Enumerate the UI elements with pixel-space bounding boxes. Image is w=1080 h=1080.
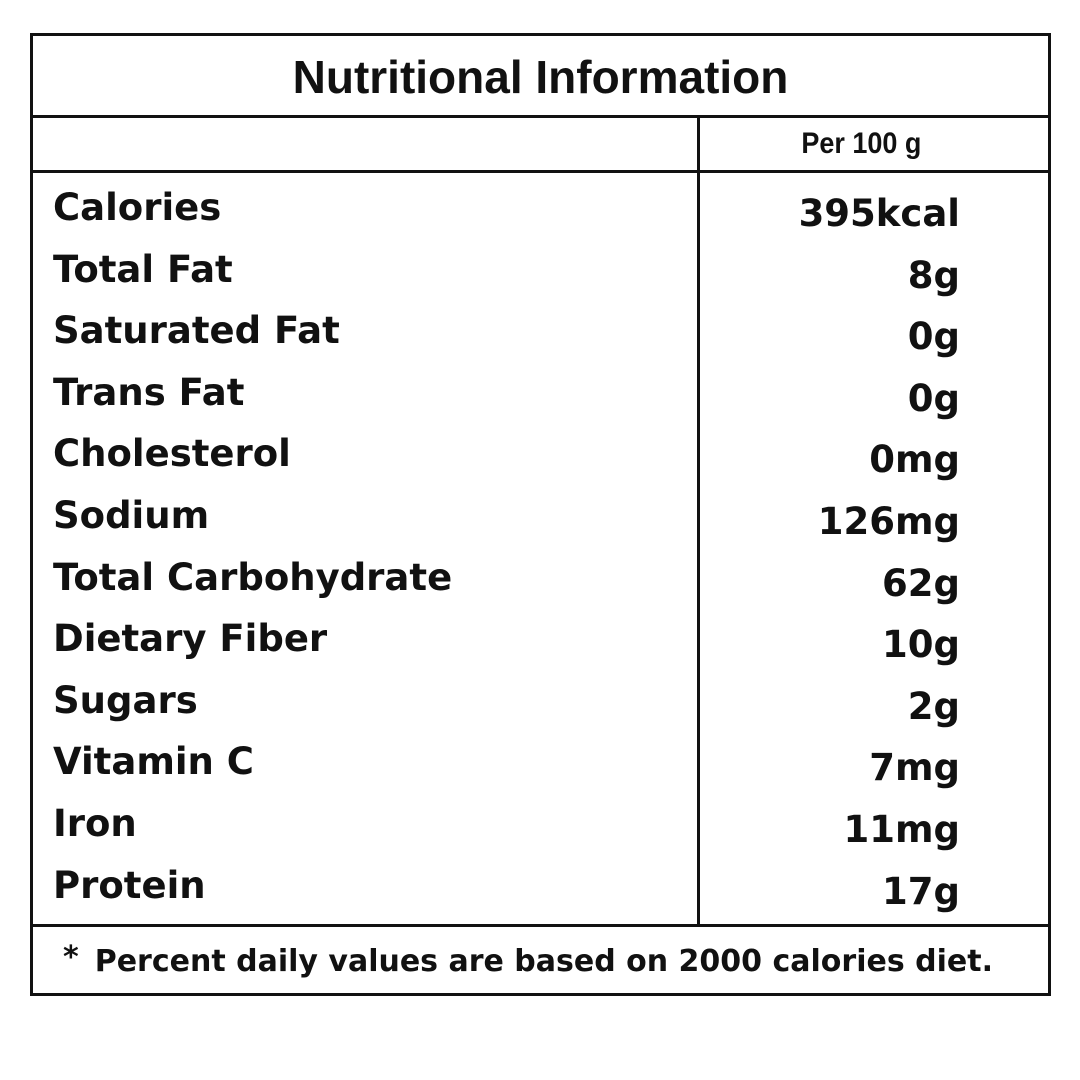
nutrient-row-calories: Calories 395kcal — [33, 185, 1048, 247]
nutrient-amount: 126mg — [817, 499, 960, 543]
nutrient-name: Cholesterol — [53, 432, 291, 476]
nutrition-label: Nutritional Information Per 100 g Calori… — [30, 33, 1051, 996]
nutrient-rows: Calories 395kcal Total Fat 8g Saturated … — [33, 173, 1048, 927]
nutrient-name: Sugars — [53, 678, 198, 722]
nutrient-row-sodium: Sodium 126mg — [33, 493, 1048, 555]
nutrient-row-total-carbohydrate: Total Carbohydrate 62g — [33, 555, 1048, 617]
nutrient-amount: 0mg — [869, 438, 960, 482]
nutrient-name: Total Carbohydrate — [53, 555, 453, 599]
nutrient-name: Trans Fat — [53, 370, 245, 414]
label-title: Nutritional Information — [292, 50, 789, 103]
nutrient-row-saturated-fat: Saturated Fat 0g — [33, 308, 1048, 370]
footnote-asterisk: * — [63, 940, 79, 975]
nutrient-amount: 2g — [907, 684, 960, 728]
nutrient-amount: 62g — [882, 561, 960, 605]
nutrient-row-trans-fat: Trans Fat 0g — [33, 370, 1048, 432]
footnote-text: Percent daily values are based on 2000 c… — [94, 944, 993, 979]
nutrient-amount: 10g — [882, 623, 960, 667]
nutrient-name: Total Fat — [53, 247, 233, 291]
nutrient-row-vitamin-c: Vitamin C 7mg — [33, 739, 1048, 801]
footer-row: * Percent daily values are based on 2000… — [33, 924, 1048, 996]
nutrient-amount: 0g — [907, 315, 960, 359]
nutrient-row-cholesterol: Cholesterol 0mg — [33, 431, 1048, 493]
nutrient-row-sugars: Sugars 2g — [33, 678, 1048, 740]
nutrient-name: Vitamin C — [53, 740, 254, 784]
nutrient-name: Protein — [53, 863, 206, 907]
nutrient-amount: 17g — [882, 869, 960, 913]
header-row: Per 100 g — [33, 118, 1048, 173]
nutrient-amount: 7mg — [869, 746, 960, 790]
nutrient-row-protein: Protein 17g — [33, 863, 1048, 925]
nutrient-amount: 8g — [907, 253, 960, 297]
nutrient-name: Iron — [53, 801, 137, 845]
nutrient-name: Calories — [53, 186, 222, 229]
per-serving-label: Per 100 g — [801, 127, 922, 160]
nutrient-name: Sodium — [53, 493, 210, 537]
nutrient-amount: 11mg — [843, 807, 960, 851]
title-row: Nutritional Information — [33, 36, 1048, 118]
nutrient-name: Saturated Fat — [53, 309, 340, 353]
nutrient-name: Dietary Fiber — [53, 617, 328, 661]
nutrient-row-dietary-fiber: Dietary Fiber 10g — [33, 616, 1048, 678]
nutrient-amount: 0g — [907, 376, 960, 420]
column-divider — [697, 118, 700, 927]
nutrient-row-iron: Iron 11mg — [33, 801, 1048, 863]
nutrient-amount: 395kcal — [798, 192, 960, 235]
nutrient-row-total-fat: Total Fat 8g — [33, 247, 1048, 309]
